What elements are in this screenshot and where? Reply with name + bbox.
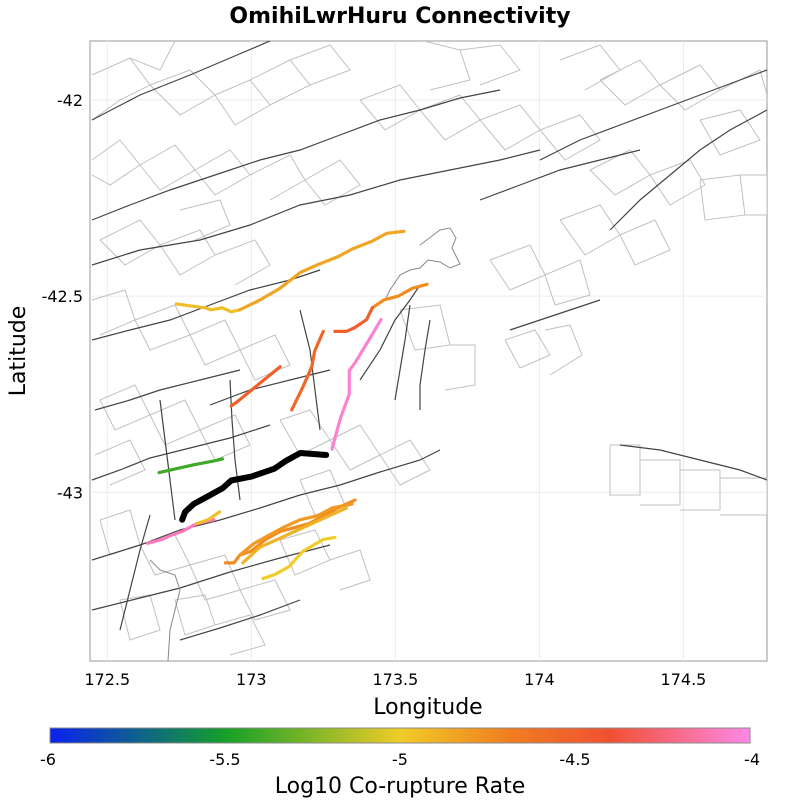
colorbar bbox=[49, 727, 751, 744]
coastline bbox=[384, 227, 461, 301]
colorbar-tick-label: -6 bbox=[40, 750, 56, 769]
connected-fault-trace bbox=[229, 365, 282, 408]
colorbar-ticks: -6 -5.5 -5 -4.5 -4 bbox=[40, 750, 760, 769]
colorbar-tick-label: -5 bbox=[392, 750, 408, 769]
coastline-south bbox=[149, 559, 181, 661]
y-tick-label: -42 bbox=[57, 91, 83, 110]
chart-title: OmihiLwrHuru Connectivity bbox=[229, 4, 570, 29]
connected-fault-trace bbox=[238, 229, 406, 312]
gridlines bbox=[90, 41, 767, 661]
colorbar-tick-label: -5.5 bbox=[209, 750, 240, 769]
x-tick-label: 173 bbox=[236, 670, 267, 689]
y-tick-label: -42.5 bbox=[42, 287, 83, 306]
plot-area bbox=[89, 40, 768, 662]
y-tick-label: -43 bbox=[57, 483, 83, 502]
x-axis-label: Longitude bbox=[373, 695, 482, 720]
connected-fault-trace bbox=[261, 535, 337, 581]
connected-fault-trace bbox=[223, 498, 357, 565]
target-fault-trace bbox=[179, 450, 330, 523]
connected-fault-trace bbox=[290, 329, 325, 412]
connected-fault-trace bbox=[241, 506, 348, 565]
y-axis-ticks: -42 -42.5 -43 bbox=[42, 91, 83, 502]
connected-fault-trace bbox=[238, 502, 354, 557]
connected-fault-trace bbox=[333, 306, 374, 333]
background-fault-traces bbox=[91, 41, 767, 641]
x-axis-ticks: 172.5 173 173.5 174 174.5 bbox=[84, 670, 706, 689]
connected-fault-trace bbox=[195, 510, 222, 526]
x-tick-label: 173.5 bbox=[372, 670, 418, 689]
x-tick-label: 174 bbox=[524, 670, 555, 689]
colorbar-tick-label: -4 bbox=[744, 750, 760, 769]
connectivity-traces bbox=[146, 229, 429, 581]
connected-fault-trace bbox=[370, 282, 429, 310]
connected-fault-trace bbox=[174, 302, 242, 314]
y-axis-label: Latitude bbox=[6, 306, 31, 397]
connected-fault-trace bbox=[330, 318, 383, 451]
colorbar-label: Log10 Co-rupture Rate bbox=[275, 774, 526, 799]
connected-fault-trace bbox=[157, 457, 225, 475]
x-tick-label: 172.5 bbox=[84, 670, 130, 689]
colorbar-tick-label: -4.5 bbox=[559, 750, 590, 769]
map-background bbox=[91, 41, 767, 661]
x-tick-label: 174.5 bbox=[661, 670, 707, 689]
